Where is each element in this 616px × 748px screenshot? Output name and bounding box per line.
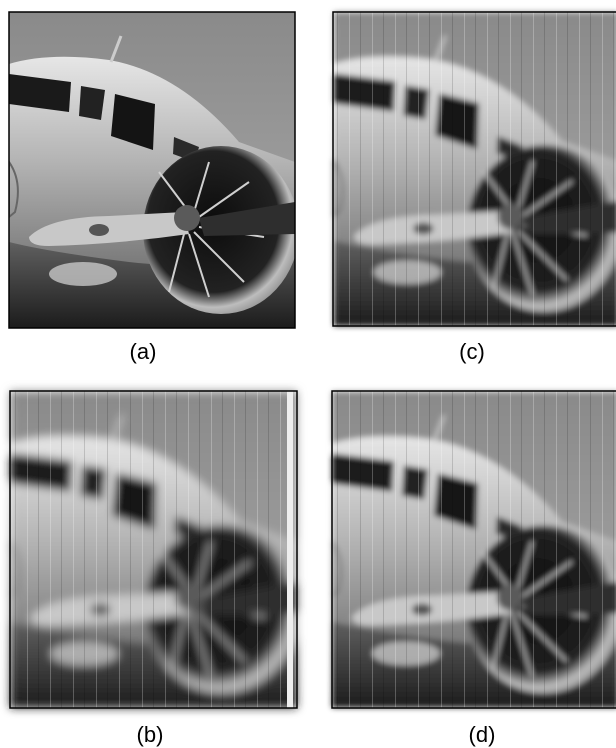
panel-label: (b) bbox=[137, 722, 164, 747]
panel-label: (c) bbox=[459, 339, 485, 364]
panel-label: (d) bbox=[469, 722, 496, 747]
panel-b bbox=[10, 391, 301, 708]
panel-a bbox=[9, 12, 299, 328]
panel-c bbox=[333, 12, 616, 326]
figure: (a) (c) (b) (d) bbox=[0, 0, 616, 748]
panel-label: (a) bbox=[130, 339, 157, 364]
panel-d bbox=[332, 391, 616, 708]
